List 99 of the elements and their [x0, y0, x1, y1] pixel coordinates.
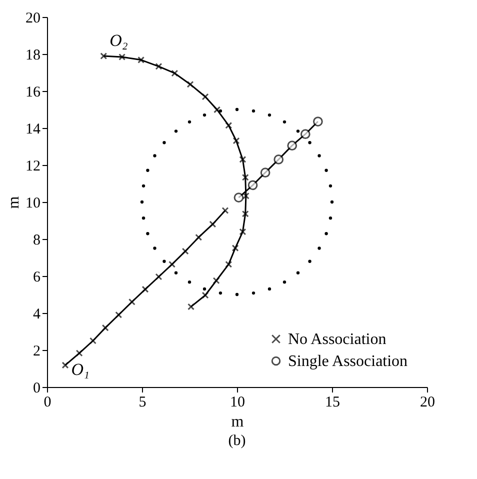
x-tick-label: 20	[420, 394, 435, 410]
point	[222, 207, 229, 214]
point	[142, 216, 146, 220]
point	[188, 303, 195, 310]
point	[296, 130, 300, 133]
point	[235, 108, 239, 112]
point	[142, 286, 149, 293]
y-tick-label: 4	[33, 306, 41, 322]
point	[225, 122, 232, 129]
point	[202, 287, 206, 291]
point	[188, 120, 192, 124]
point	[155, 273, 162, 280]
x-axis-title: m	[231, 414, 244, 430]
point	[212, 277, 220, 284]
point	[209, 220, 216, 228]
legend-label: No Association	[288, 331, 386, 348]
point	[115, 311, 122, 318]
point	[153, 154, 156, 158]
point	[153, 246, 156, 250]
point	[274, 154, 284, 164]
point	[202, 93, 209, 100]
point	[171, 70, 178, 77]
point	[239, 156, 246, 163]
point	[300, 129, 310, 140]
point	[232, 244, 239, 252]
point	[232, 137, 240, 144]
point	[252, 291, 256, 295]
point	[138, 56, 145, 64]
point	[296, 271, 300, 274]
point	[186, 80, 194, 88]
point	[328, 216, 332, 220]
point	[218, 291, 222, 295]
y-tick-label: 20	[26, 10, 40, 26]
point	[308, 141, 312, 144]
x-tick-label: 15	[325, 394, 340, 410]
point	[100, 52, 108, 60]
point	[214, 106, 221, 114]
point	[102, 324, 109, 332]
point	[287, 140, 298, 150]
x-tick-label: 5	[138, 394, 146, 410]
point	[242, 174, 249, 181]
point	[162, 260, 166, 263]
point	[89, 337, 96, 344]
point	[174, 271, 178, 274]
point	[239, 228, 246, 236]
point	[235, 292, 239, 296]
point	[195, 234, 202, 241]
point	[188, 280, 192, 284]
point	[174, 130, 178, 133]
point	[318, 246, 321, 250]
y-tick-label: 8	[33, 232, 40, 248]
y-tick-label: 6	[33, 270, 41, 286]
point	[328, 184, 332, 188]
text: (b)	[228, 433, 246, 449]
point	[142, 184, 146, 188]
point	[313, 116, 323, 126]
point	[162, 141, 166, 144]
point	[252, 109, 256, 113]
point	[318, 154, 321, 158]
y-tick-label: 14	[26, 122, 41, 138]
y-tick-label: 18	[26, 48, 40, 64]
point	[118, 53, 126, 60]
point	[146, 232, 150, 236]
point	[282, 120, 286, 124]
point	[202, 292, 209, 299]
point	[182, 248, 189, 255]
point	[146, 168, 150, 172]
point	[324, 168, 328, 172]
point	[155, 62, 162, 70]
point	[76, 350, 83, 357]
y-axis-title: m	[6, 196, 22, 209]
point	[140, 200, 144, 204]
point	[128, 298, 136, 306]
point	[168, 260, 176, 268]
point	[324, 232, 328, 236]
annotation: O₂	[110, 31, 128, 50]
y-tick-label: 0	[33, 380, 40, 396]
point	[234, 192, 244, 202]
point	[242, 192, 250, 200]
point	[248, 180, 258, 190]
y-tick-label: 2	[33, 344, 40, 360]
point	[330, 200, 334, 204]
point	[242, 210, 249, 218]
y-tick-label: 16	[26, 84, 41, 100]
annotation: O₁	[71, 360, 90, 380]
y-tick-label: 10	[26, 196, 40, 212]
point	[308, 260, 312, 263]
point	[282, 280, 286, 284]
y-tick-label: 12	[26, 158, 40, 174]
point	[268, 287, 272, 291]
point	[202, 113, 206, 117]
point	[225, 260, 232, 268]
point	[268, 113, 272, 117]
point	[218, 109, 222, 113]
legend-label: Single Association	[288, 353, 408, 370]
point	[260, 168, 270, 178]
x-tick-label: 10	[230, 394, 245, 410]
point	[62, 362, 69, 369]
x-tick-label: 0	[44, 394, 52, 410]
